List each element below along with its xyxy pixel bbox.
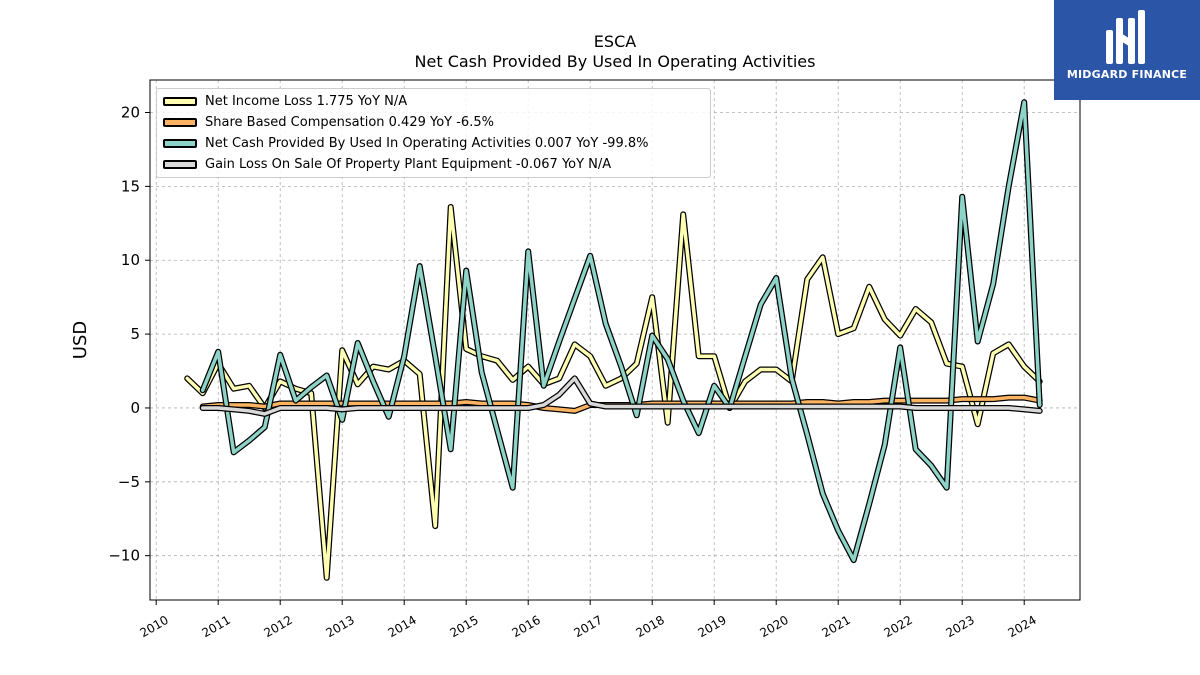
series-line [185,205,1042,580]
series-line-outline [184,204,1043,581]
legend-item-share-based-compensation: Share Based Compensation 0.429 YoY -6.5% [163,113,494,131]
legend-item-net-income: Net Income Loss 1.775 YoY N/A [163,92,407,110]
legend-item-gain-loss-ppe: Gain Loss On Sale Of Property Plant Equi… [163,155,611,173]
series-line [200,376,1042,416]
x-axis: 2010 2011 2012 2013 2014 2015 2016 2017 2018 2019… [137,600,1039,640]
legend-item-operating-cash-flow: Net Cash Provided By Used In Operating A… [163,134,648,152]
x-tick-label: 2011 [199,613,232,640]
legend-label: Net Income Loss 1.775 YoY N/A [205,93,408,109]
y-axis: −10 −5 0 5 10 15 20 [108,104,150,565]
x-tick-label: 2023 [943,613,976,640]
y-tick-label: 20 [121,104,140,122]
series-2 [199,99,1043,564]
x-tick-label: 2014 [385,613,418,640]
x-tick-label: 2010 [137,613,170,640]
y-tick-label: 5 [130,325,140,343]
x-tick-label: 2019 [695,613,728,640]
chart-subtitle: Net Cash Provided By Used In Operating A… [414,52,816,71]
series-lines [184,99,1043,581]
y-tick-label: −10 [108,547,140,565]
legend-label: Net Cash Provided By Used In Operating A… [205,135,649,151]
legend-swatch [163,96,197,106]
legend-label: Share Based Compensation 0.429 YoY -6.5% [205,114,494,130]
brand-logo: MIDGARD FINANCE [1054,0,1200,100]
legend-swatch [163,159,197,169]
x-tick-label: 2013 [323,613,356,640]
chart-title: ESCA [593,32,637,51]
x-tick-label: 2017 [571,613,604,640]
y-tick-label: 0 [130,399,140,417]
x-tick-label: 2022 [881,613,914,640]
x-tick-label: 2016 [509,613,542,640]
x-tick-label: 2018 [633,613,666,640]
legend-label: Gain Loss On Sale Of Property Plant Equi… [205,156,612,172]
legend: Net Income Loss 1.775 YoY N/A Share Base… [156,88,711,178]
y-tick-label: −5 [118,473,140,491]
x-tick-label: 2021 [819,613,852,640]
axes-frame [149,79,1081,601]
x-tick-label: 2012 [261,613,294,640]
brand-name: MIDGARD FINANCE [1066,68,1188,81]
legend-swatch [163,117,197,127]
midgard-logo-icon [1106,10,1145,64]
y-tick-label: 15 [121,177,140,195]
legend-swatch [163,138,197,148]
series-0 [184,204,1043,581]
series-3 [199,375,1043,417]
series-line [200,100,1042,562]
x-tick-label: 2015 [447,613,480,640]
x-tick-label: 2020 [757,613,790,640]
y-axis-label: USD [70,321,91,359]
x-tick-label: 2024 [1005,613,1038,640]
y-tick-label: 10 [121,251,140,269]
